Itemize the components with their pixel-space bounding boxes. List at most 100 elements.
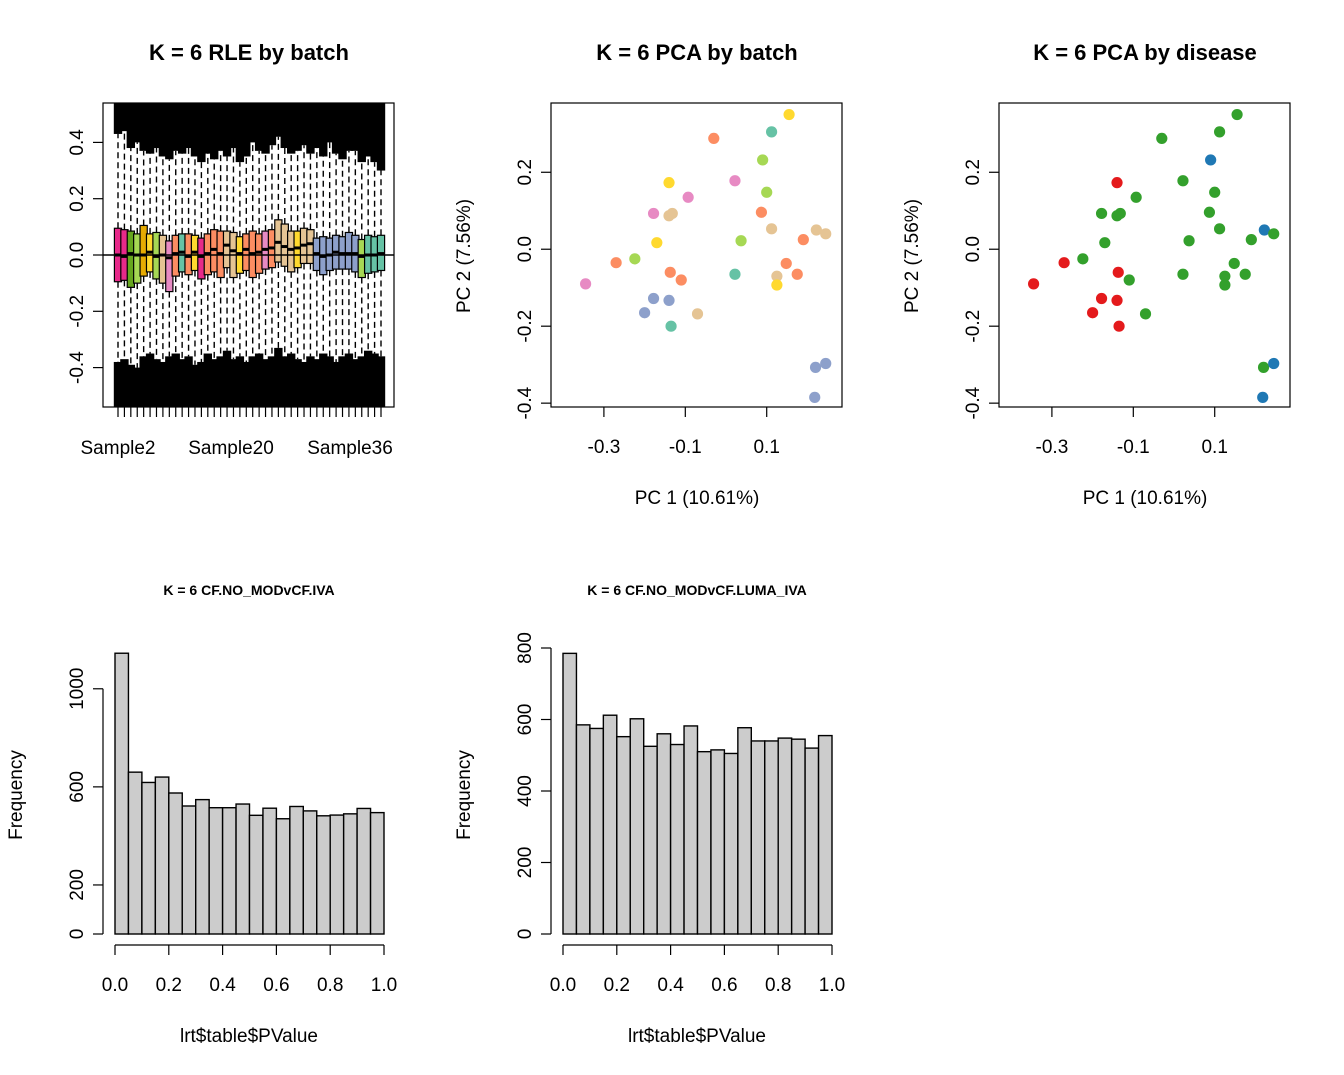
hist-luma-iva-bar xyxy=(656,733,672,935)
pca-batch-point xyxy=(771,279,783,291)
hist-iva-bar xyxy=(194,798,210,935)
hist-luma-iva-ytick-label: 400 xyxy=(515,775,536,807)
hist-luma-iva-bar xyxy=(737,727,752,935)
pca-disease-point xyxy=(1123,274,1135,286)
pca-batch-point xyxy=(647,292,660,305)
hist-luma-iva-bar xyxy=(629,718,645,935)
rle-outliers-lower xyxy=(376,356,386,407)
hist-luma-iva-xtick-label: 0.6 xyxy=(711,975,737,996)
pca-disease-point xyxy=(1087,307,1099,319)
hist-luma-iva-bar xyxy=(710,749,726,935)
rle-outliers-upper xyxy=(319,103,328,157)
pca-batch-point xyxy=(797,234,809,246)
rle-outliers-upper xyxy=(197,103,206,163)
pca-batch-point xyxy=(810,224,822,236)
rle-outliers-upper xyxy=(171,103,180,151)
rle-outliers-upper xyxy=(331,103,341,154)
pca-disease-point xyxy=(1219,279,1231,291)
rle-xtick-sample2: Sample2 xyxy=(81,438,156,459)
pca-disease-point xyxy=(1027,278,1040,290)
hist-luma-iva-xtick-label: 0.4 xyxy=(657,975,684,996)
rle-outliers-lower xyxy=(113,361,123,407)
rle-outliers-lower xyxy=(267,356,277,407)
pca-disease-point xyxy=(1113,320,1125,332)
pca-disease-point xyxy=(1130,191,1142,203)
pca-disease-point xyxy=(1219,270,1231,282)
rle-outliers-lower xyxy=(248,356,257,407)
rle-outliers-upper xyxy=(306,103,315,154)
pca-batch-point xyxy=(663,177,675,189)
rle-outliers-upper xyxy=(113,103,123,134)
hist-luma-iva-bar xyxy=(669,743,685,935)
rle-outliers-lower xyxy=(254,353,264,407)
rle-outliers-upper xyxy=(376,103,386,171)
rle-ytick-label: 0.4 xyxy=(67,129,88,156)
pca-batch-xtick-label: -0.3 xyxy=(588,437,621,458)
rle-outliers-lower xyxy=(184,356,193,407)
hist-iva-bar xyxy=(342,813,358,935)
pca-batch-point xyxy=(663,294,675,307)
pca-batch-point xyxy=(647,207,660,220)
rle-outliers-lower xyxy=(351,359,360,407)
hist-iva-bar xyxy=(262,807,278,935)
pca-batch-ytick-label: 0.0 xyxy=(515,236,536,262)
rle-outliers-lower xyxy=(216,356,225,407)
hist-iva-ytick-label: 0 xyxy=(67,929,88,940)
pca-batch-ylabel: PC 2 (7.56%) xyxy=(454,199,475,313)
pca-disease-point xyxy=(1156,132,1168,145)
pca-batch-point xyxy=(755,206,768,218)
rle-outliers-upper xyxy=(248,103,257,143)
rle-plot-area: -0.4 -0.2 0.0 0.2 0.4 xyxy=(67,102,395,417)
pca-disease-ylabel: PC 2 (7.56%) xyxy=(902,199,923,313)
pca-disease-point xyxy=(1111,294,1123,307)
pca-disease-ytick-label: 0.0 xyxy=(963,236,984,262)
pca-batch-point xyxy=(665,320,677,332)
pca-disease-point xyxy=(1058,257,1070,269)
hist-iva-xlabel: lrt$table$PValue xyxy=(180,1026,318,1047)
rle-ytick-label: 0.0 xyxy=(67,242,88,268)
pca-disease-ytick-label: -0.2 xyxy=(963,310,984,343)
hist-luma-iva-bar xyxy=(683,725,699,935)
rle-outliers-lower xyxy=(139,356,148,407)
rle-outliers-upper xyxy=(229,103,238,149)
pca-disease-point xyxy=(1239,268,1251,280)
pca-disease-point xyxy=(1257,361,1270,373)
rle-outliers-lower xyxy=(344,353,354,407)
pca-batch-xtick-label: -0.1 xyxy=(669,437,702,458)
hist-iva-bar xyxy=(275,818,291,935)
pca-batch-point xyxy=(639,307,651,319)
pca-batch-point xyxy=(664,266,676,278)
hist-iva-ytick-label: 600 xyxy=(67,771,88,803)
hist-luma-iva-bar xyxy=(777,737,793,935)
pca-batch-xlabel: PC 1 (10.61%) xyxy=(635,488,760,509)
pca-batch-point xyxy=(708,132,720,145)
pca-batch-point xyxy=(771,270,783,282)
rle-outliers-lower xyxy=(286,353,296,407)
pca-batch-point xyxy=(765,126,778,138)
pca-batch-point xyxy=(675,274,687,286)
pca-disease-point xyxy=(1177,268,1189,280)
rle-ytick-label: -0.2 xyxy=(67,295,88,328)
pca-disease-point xyxy=(1095,292,1108,305)
rle-outliers-lower xyxy=(274,347,283,407)
rle-outliers-lower xyxy=(165,356,174,407)
pca-disease-xtick-label: 0.1 xyxy=(1201,437,1227,458)
hist-iva-bar xyxy=(208,807,224,935)
hist-iva-ytick-label: 1000 xyxy=(67,668,88,710)
histogram-iva-panel: K = 6 CF.NO_MODvCF.IVA 0.0 0.2 0.4 0.6 0.8 1.… xyxy=(6,582,397,1047)
hist-iva-ytick-label: 200 xyxy=(67,869,88,901)
pca-batch-point xyxy=(820,357,832,370)
rle-outliers-lower xyxy=(331,361,341,407)
pca-disease-point xyxy=(1099,237,1111,249)
rle-outliers-upper xyxy=(280,103,289,149)
hist-luma-iva-bar xyxy=(575,724,591,935)
rle-outliers-upper xyxy=(325,103,334,143)
rle-outliers-lower xyxy=(293,359,302,407)
hist-luma-iva-bar xyxy=(750,740,766,935)
rle-outliers-lower xyxy=(177,359,187,407)
hist-iva-ylabel: Frequency xyxy=(6,750,27,840)
hist-iva-xtick-label: 1.0 xyxy=(371,975,397,996)
rle-outliers-lower xyxy=(357,356,366,407)
pca-disease-point xyxy=(1213,126,1226,138)
rle-outliers-upper xyxy=(363,103,373,157)
